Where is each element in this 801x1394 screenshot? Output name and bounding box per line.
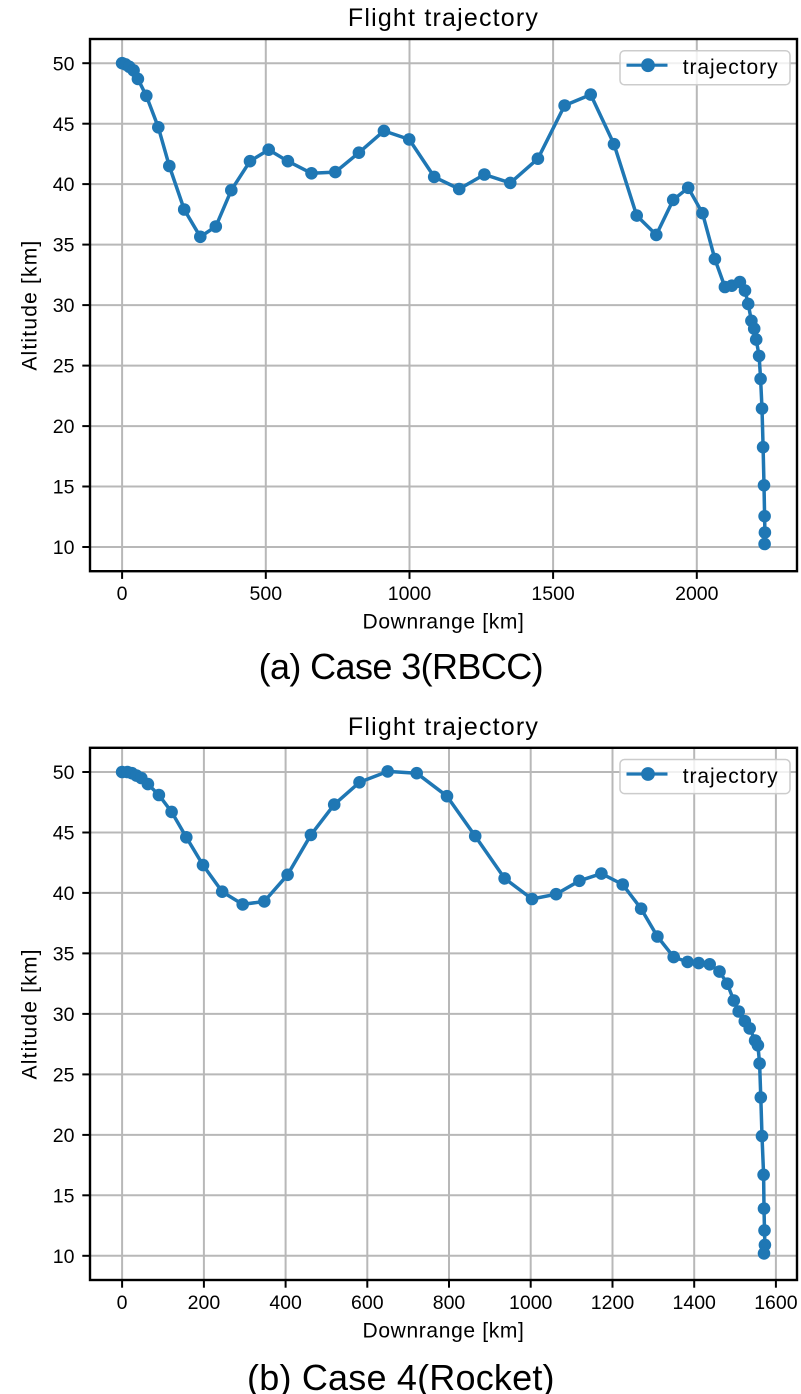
svg-text:30: 30 bbox=[53, 295, 75, 317]
svg-text:20: 20 bbox=[53, 1125, 75, 1147]
svg-text:10: 10 bbox=[53, 1246, 75, 1268]
svg-text:(a) Case 3(RBCC): (a) Case 3(RBCC) bbox=[259, 646, 543, 687]
svg-text:50: 50 bbox=[53, 762, 75, 784]
svg-text:15: 15 bbox=[53, 477, 75, 499]
svg-text:Altitude [km]: Altitude [km] bbox=[19, 948, 42, 1079]
svg-text:Flight trajectory: Flight trajectory bbox=[348, 713, 539, 741]
svg-text:Altitude [km]: Altitude [km] bbox=[19, 240, 42, 371]
svg-text:35: 35 bbox=[53, 944, 75, 966]
svg-text:1600: 1600 bbox=[754, 1292, 798, 1314]
svg-text:45: 45 bbox=[53, 823, 75, 845]
svg-text:15: 15 bbox=[53, 1185, 75, 1207]
svg-text:50: 50 bbox=[53, 53, 75, 75]
svg-text:Downrange [km]: Downrange [km] bbox=[363, 1320, 525, 1343]
svg-text:30: 30 bbox=[53, 1004, 75, 1026]
svg-text:45: 45 bbox=[53, 114, 75, 136]
svg-text:trajectory: trajectory bbox=[683, 56, 779, 79]
svg-text:1000: 1000 bbox=[388, 583, 432, 605]
svg-text:40: 40 bbox=[53, 883, 75, 905]
svg-text:0: 0 bbox=[117, 583, 128, 605]
svg-text:25: 25 bbox=[53, 356, 75, 378]
svg-text:0: 0 bbox=[117, 1292, 128, 1314]
svg-text:1500: 1500 bbox=[531, 583, 575, 605]
svg-text:400: 400 bbox=[269, 1292, 302, 1314]
svg-text:10: 10 bbox=[53, 537, 75, 559]
svg-text:2000: 2000 bbox=[675, 583, 719, 605]
svg-text:35: 35 bbox=[53, 235, 75, 257]
svg-text:1000: 1000 bbox=[509, 1292, 553, 1314]
svg-text:40: 40 bbox=[53, 174, 75, 196]
svg-text:600: 600 bbox=[351, 1292, 384, 1314]
svg-text:800: 800 bbox=[433, 1292, 466, 1314]
svg-text:Flight trajectory: Flight trajectory bbox=[348, 4, 539, 32]
svg-text:500: 500 bbox=[250, 583, 283, 605]
svg-text:Downrange [km]: Downrange [km] bbox=[363, 611, 525, 634]
svg-text:trajectory: trajectory bbox=[683, 765, 779, 788]
svg-text:(b) Case 4(Rocket): (b) Case 4(Rocket) bbox=[247, 1357, 555, 1394]
svg-text:25: 25 bbox=[53, 1065, 75, 1087]
svg-text:1200: 1200 bbox=[591, 1292, 635, 1314]
svg-text:20: 20 bbox=[53, 416, 75, 438]
svg-text:200: 200 bbox=[188, 1292, 221, 1314]
svg-text:1400: 1400 bbox=[673, 1292, 717, 1314]
